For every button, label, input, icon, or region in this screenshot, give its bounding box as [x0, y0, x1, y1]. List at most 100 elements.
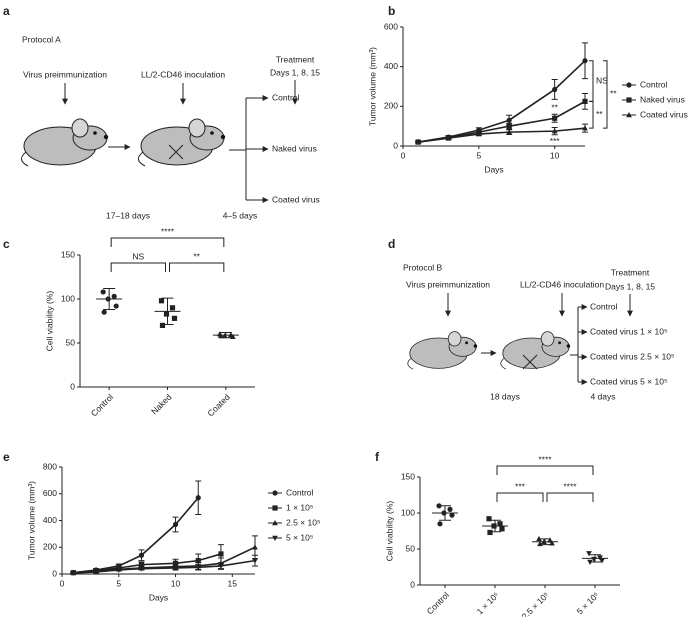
x-tick-label: 5 × 10⁵	[575, 590, 601, 616]
y-tick-label: 0	[52, 568, 57, 578]
group-label: Coated virus 1 × 10⁵	[590, 326, 667, 336]
marker	[115, 567, 122, 573]
group-label: Coated virus 2.5 × 10⁵	[590, 351, 675, 361]
x-axis-title: Days	[149, 592, 168, 602]
marker	[552, 86, 558, 93]
significance-label: ***	[515, 481, 526, 491]
marker	[445, 135, 452, 141]
significance-label: ****	[161, 226, 175, 236]
x-tick-label: 5	[476, 150, 481, 160]
significance-bracket	[110, 262, 166, 272]
legend-label: Control	[640, 79, 668, 89]
marker	[449, 512, 455, 518]
interval-label: 4–5 days	[223, 210, 258, 220]
x-axis-title: Days	[484, 164, 503, 174]
marker	[195, 558, 201, 564]
marker	[547, 537, 553, 543]
marker	[252, 544, 258, 550]
group-label: Coated virus	[272, 194, 320, 204]
group-label: Coated virus 5 × 10⁵	[590, 376, 667, 386]
y-tick-label: 50	[406, 543, 416, 553]
marker	[582, 125, 588, 131]
legend-label: 2.5 × 10⁵	[286, 517, 320, 527]
significance-bracket	[589, 60, 594, 102]
marker	[218, 551, 224, 557]
marker	[437, 521, 443, 527]
treatment-label: Days 1, 8, 15	[270, 67, 320, 77]
x-tick-label: 10	[550, 150, 560, 160]
marker	[506, 123, 512, 129]
step-label: Virus preimmunization	[23, 69, 107, 79]
marker	[272, 520, 278, 526]
legend-label: Naked virus	[640, 94, 685, 104]
marker	[475, 131, 482, 137]
marker	[70, 570, 77, 576]
annotation: **	[551, 103, 558, 113]
step-label: LL/2-CD46 inoculation	[141, 69, 225, 79]
x-mark	[522, 354, 538, 370]
legend-label: 5 × 10⁵	[286, 532, 313, 542]
marker	[100, 289, 106, 295]
sd-bar	[103, 287, 116, 311]
x-tick-label: 15	[228, 578, 238, 588]
x-mark	[168, 144, 184, 160]
marker	[272, 505, 278, 511]
marker	[172, 560, 179, 566]
y-tick-label: 0	[410, 579, 415, 589]
sd-bar	[439, 505, 451, 521]
marker	[195, 565, 202, 571]
significance-bracket	[496, 492, 544, 502]
significance-label: ****	[563, 481, 577, 491]
mouse	[408, 332, 477, 370]
marker	[172, 565, 179, 571]
marker	[626, 112, 632, 118]
marker	[113, 303, 119, 309]
x-tick-label: 0	[401, 150, 406, 160]
group-label: Control	[590, 301, 618, 311]
marker	[497, 521, 503, 527]
sd-bar	[489, 519, 501, 533]
annotation: ***	[550, 136, 561, 146]
interval-label: 17–18 days	[106, 210, 150, 220]
marker	[138, 566, 145, 572]
marker	[626, 82, 632, 88]
interval-label: 4 days	[590, 391, 615, 401]
y-tick-label: 600	[43, 488, 57, 498]
y-tick-label: 50	[66, 337, 76, 347]
y-tick-label: 400	[43, 515, 57, 525]
panel-label: e	[3, 450, 10, 464]
interval-label: 18 days	[490, 391, 520, 401]
marker	[138, 552, 145, 558]
treatment-label: Treatment	[276, 54, 315, 64]
marker	[101, 309, 107, 315]
series-line	[418, 127, 586, 143]
marker	[272, 490, 278, 496]
marker	[582, 58, 588, 64]
y-axis-title: Cell viability (%)	[44, 291, 54, 352]
marker	[487, 529, 493, 536]
marker	[172, 521, 179, 528]
step-label: Virus preimmunization	[406, 279, 490, 289]
mouse	[138, 119, 225, 166]
marker	[447, 506, 453, 512]
x-tick-label: 2.5 × 10⁵	[520, 590, 551, 617]
significance-bracket	[496, 465, 594, 475]
y-axis-title: Tumor volume (mm³)	[26, 481, 36, 560]
y-tick-label: 150	[61, 249, 75, 259]
marker	[159, 322, 166, 328]
panel-label: b	[388, 4, 395, 18]
y-tick-label: 200	[384, 101, 398, 111]
significance-bracket	[589, 100, 594, 129]
marker	[506, 117, 512, 123]
significance-label: **	[193, 251, 200, 261]
marker	[549, 540, 555, 546]
sd-bar	[161, 297, 174, 326]
marker	[195, 495, 201, 501]
y-tick-label: 200	[43, 542, 57, 552]
marker	[252, 558, 258, 564]
panel-label: c	[3, 237, 10, 251]
panel-label: f	[375, 450, 380, 464]
y-tick-label: 800	[43, 461, 57, 471]
significance-label: **	[596, 109, 603, 119]
mouse	[501, 332, 570, 370]
